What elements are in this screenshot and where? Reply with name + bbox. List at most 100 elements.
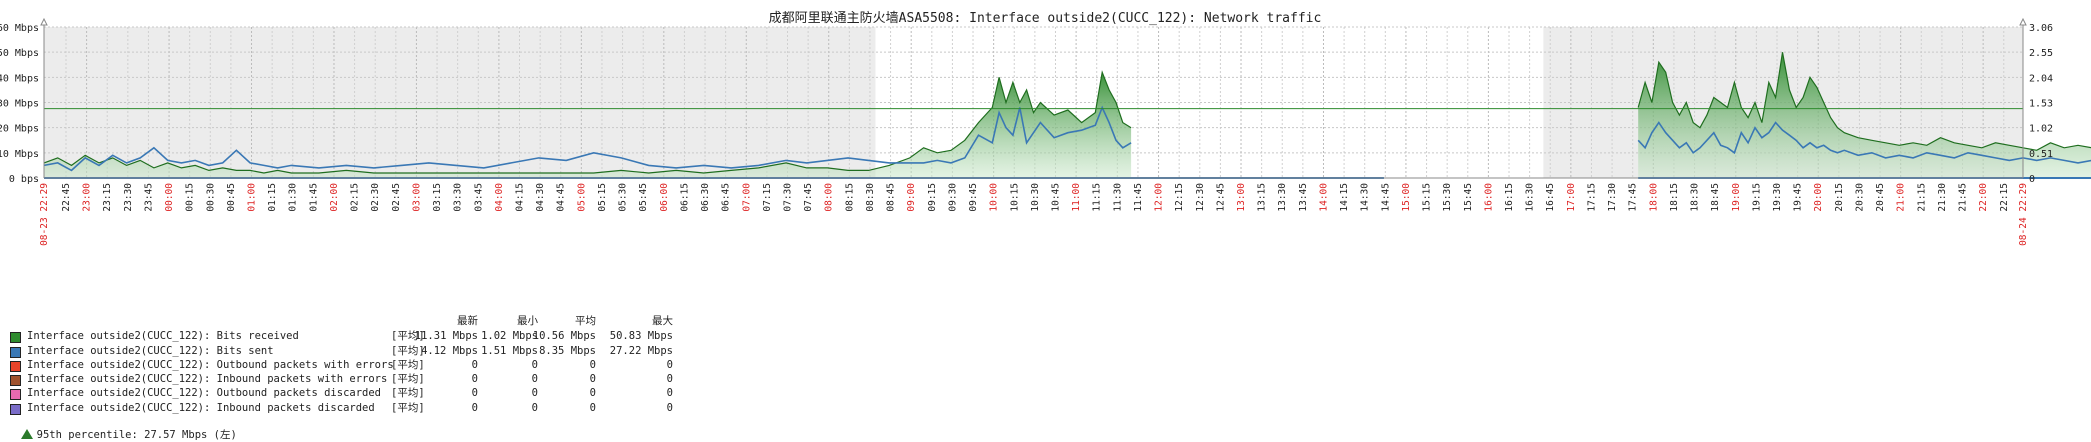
x-tick-label: 16:45 xyxy=(1545,183,1556,212)
y-tick-label-left: 60 Mbps xyxy=(0,23,39,34)
legend-swatch xyxy=(10,360,21,372)
legend-value: 0 xyxy=(471,387,478,400)
legend-value: 0 xyxy=(531,387,538,400)
x-tick-label: 02:00 xyxy=(329,183,340,212)
legend-value: 0 xyxy=(531,401,538,414)
legend-function: [平均] xyxy=(391,373,425,386)
y-tick-label-left: 40 Mbps xyxy=(0,73,39,84)
x-tick-label: 18:15 xyxy=(1669,183,1680,212)
x-tick-label: 13:45 xyxy=(1298,183,1309,212)
y-axis-left: 0 bps 10 Mbps 20 Mbps 30 Mbps 40 Mbps 50 Mbps… xyxy=(0,23,39,185)
y-tick-label-left: 50 Mbps xyxy=(0,48,39,59)
x-tick-label: 07:45 xyxy=(803,183,814,212)
x-tick-label: 21:30 xyxy=(1937,183,1948,212)
x-axis: 08-23 22:29 08-24 22:29 22:45 23:00 23:15 23:… xyxy=(39,183,2029,246)
x-tick-label: 22:15 xyxy=(1999,183,2010,212)
x-tick-label: 22:00 xyxy=(1978,183,1989,212)
x-tick-label: 00:30 xyxy=(205,183,216,212)
legend-series-name: Interface outside2(CUCC_122): Inbound pa… xyxy=(27,373,388,386)
x-tick-label: 00:45 xyxy=(226,183,237,212)
x-tick-label: 15:30 xyxy=(1442,183,1453,212)
y-axis-arrow-icon xyxy=(40,17,48,26)
series-line-received xyxy=(43,70,1132,174)
x-tick-label: 12:15 xyxy=(1174,183,1185,212)
x-tick-label: 10:00 xyxy=(989,183,1000,212)
x-tick-label: 12:00 xyxy=(1154,183,1165,212)
legend-header: 最小 xyxy=(517,315,538,327)
legend-value: 0 xyxy=(589,387,596,400)
x-tick-label: 10:45 xyxy=(1050,183,1061,212)
legend-value: 1.51 Mbps xyxy=(481,344,538,357)
legend-series-name: Interface outside2(CUCC_122): Bits recei… xyxy=(27,330,299,343)
x-tick-label: 20:30 xyxy=(1854,183,1865,212)
x-tick-label: 06:30 xyxy=(700,183,711,212)
legend-value: 0 xyxy=(589,358,596,371)
x-tick-label: 11:15 xyxy=(1092,183,1103,212)
series-line-received xyxy=(1637,52,2091,151)
y-tick-label-right: 0 xyxy=(2029,174,2035,185)
legend-series-name: Interface outside2(CUCC_122): Bits sent xyxy=(27,344,274,357)
legend-series-name: Interface outside2(CUCC_122): Outbound p… xyxy=(27,387,382,400)
legend-series-name: Interface outside2(CUCC_122): Inbound pa… xyxy=(27,401,375,414)
x-tick-label: 19:45 xyxy=(1793,183,1804,212)
x-tick-label: 20:15 xyxy=(1834,183,1845,212)
legend-function: [平均] xyxy=(391,344,425,357)
x-tick-label: 12:30 xyxy=(1195,183,1206,212)
x-tick-label: 18:30 xyxy=(1690,183,1701,212)
legend-value: 4.12 Mbps xyxy=(421,344,478,357)
x-tick-label: 04:45 xyxy=(556,183,567,212)
legend-swatch xyxy=(10,346,21,358)
legend-value: 0 xyxy=(666,387,673,400)
y-tick-label-left: 10 Mbps xyxy=(0,149,39,160)
x-tick-label: 22:45 xyxy=(61,183,72,212)
x-tick-label: 11:45 xyxy=(1133,183,1144,212)
x-tick-label: 10:30 xyxy=(1030,183,1041,212)
x-tick-label: 14:30 xyxy=(1360,183,1371,212)
x-tick-label: 16:00 xyxy=(1483,183,1494,212)
x-tick-label: 09:00 xyxy=(906,183,917,212)
y-tick-label-left: 20 Mbps xyxy=(0,124,39,135)
legend-header: 平均 xyxy=(575,315,596,327)
x-tick-label: 07:30 xyxy=(782,183,793,212)
x-tick-label: 03:15 xyxy=(432,183,443,212)
x-tick-label: 20:45 xyxy=(1875,183,1886,212)
x-tick-label: 11:30 xyxy=(1112,183,1123,212)
legend-value: 0 xyxy=(666,358,673,371)
legend-value: 0 xyxy=(589,373,596,386)
legend-function: [平均] xyxy=(391,330,425,343)
x-tick-label: 21:15 xyxy=(1916,183,1927,212)
legend-value: 0 xyxy=(666,373,673,386)
plot-area xyxy=(40,17,2091,179)
y-tick-label-right: 2.04 xyxy=(2029,73,2053,84)
legend-swatch xyxy=(10,389,21,401)
legend-value: 0 xyxy=(666,401,673,414)
x-tick-label: 13:00 xyxy=(1236,183,1247,212)
x-tick-label: 03:30 xyxy=(453,183,464,212)
x-tick-label: 03:45 xyxy=(473,183,484,212)
x-tick-label: 21:45 xyxy=(1958,183,1969,212)
legend-function: [平均] xyxy=(391,401,425,414)
y-tick-label-right: 0.51 xyxy=(2029,149,2053,160)
x-tick-label: 01:45 xyxy=(308,183,319,212)
x-tick-label: 09:45 xyxy=(968,183,979,212)
y-tick-label-right: 1.02 xyxy=(2029,124,2053,135)
y-tick-label-right: 3.06 xyxy=(2029,23,2053,34)
x-end-label: 08-24 22:29 xyxy=(2018,183,2029,246)
legend-value: 0 xyxy=(471,401,478,414)
x-tick-label: 13:30 xyxy=(1277,183,1288,212)
x-tick-label: 16:15 xyxy=(1504,183,1515,212)
legend-value: 0 xyxy=(531,373,538,386)
x-tick-label: 23:30 xyxy=(123,183,134,212)
legend-value: 0 xyxy=(531,358,538,371)
x-tick-label: 11:00 xyxy=(1071,183,1082,212)
series-area-received xyxy=(1638,52,2091,178)
x-tick-label: 08:45 xyxy=(886,183,897,212)
x-tick-label: 02:30 xyxy=(370,183,381,212)
series-line-sent xyxy=(43,105,1132,172)
x-tick-label: 01:15 xyxy=(267,183,278,212)
x-tick-label: 06:15 xyxy=(679,183,690,212)
y-tick-label-left: 0 bps xyxy=(9,174,39,185)
x-tick-label: 05:45 xyxy=(638,183,649,212)
chart-title: 成都阿里联通主防火墙ASA5508: Interface outside2(CU… xyxy=(769,10,1322,26)
